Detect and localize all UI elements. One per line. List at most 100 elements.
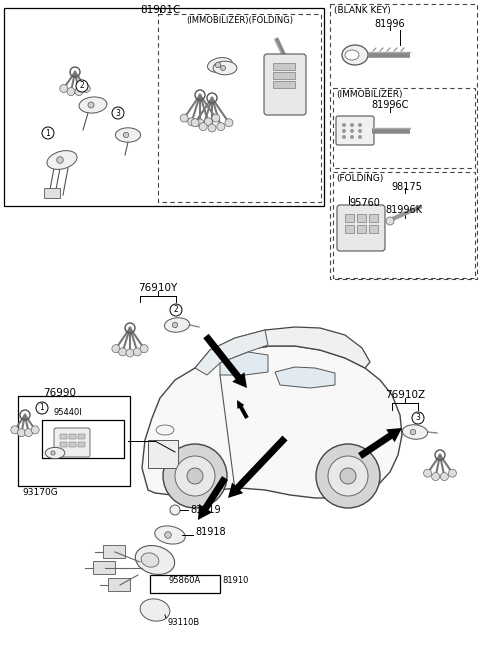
Circle shape <box>342 123 346 127</box>
Ellipse shape <box>47 151 77 169</box>
Circle shape <box>340 468 356 484</box>
Circle shape <box>112 107 124 119</box>
Text: 95860A: 95860A <box>169 576 201 585</box>
Circle shape <box>350 135 354 139</box>
Bar <box>42 420 124 458</box>
Ellipse shape <box>45 447 65 459</box>
Circle shape <box>36 402 48 414</box>
Bar <box>69 434 76 439</box>
Circle shape <box>17 428 25 437</box>
Text: (FOLDING): (FOLDING) <box>336 174 384 183</box>
Circle shape <box>212 114 220 122</box>
FancyBboxPatch shape <box>336 116 374 145</box>
Ellipse shape <box>345 50 359 60</box>
Circle shape <box>328 456 368 496</box>
Polygon shape <box>358 428 402 459</box>
Bar <box>330 4 477 279</box>
Bar <box>103 545 125 558</box>
Circle shape <box>188 117 196 126</box>
Text: 93110B: 93110B <box>168 618 200 627</box>
Ellipse shape <box>156 425 174 435</box>
Polygon shape <box>237 400 249 419</box>
Circle shape <box>126 349 134 357</box>
Bar <box>69 442 76 447</box>
Bar <box>44 188 60 198</box>
Circle shape <box>208 124 216 132</box>
Bar <box>345 214 354 222</box>
Bar <box>148 440 178 468</box>
Circle shape <box>76 80 88 92</box>
Circle shape <box>342 129 346 133</box>
Text: 81919: 81919 <box>190 505 221 515</box>
Bar <box>78 434 85 439</box>
Bar <box>93 561 115 574</box>
Bar <box>158 14 321 202</box>
Polygon shape <box>203 334 247 388</box>
Text: 81996: 81996 <box>375 19 405 29</box>
Bar <box>357 225 366 233</box>
Circle shape <box>180 114 188 122</box>
Text: 81910: 81910 <box>222 576 248 585</box>
Circle shape <box>60 85 68 92</box>
Circle shape <box>42 127 54 139</box>
Ellipse shape <box>141 553 159 567</box>
Circle shape <box>133 348 142 356</box>
Bar <box>150 575 220 593</box>
Text: (BLANK KEY): (BLANK KEY) <box>334 6 391 15</box>
Circle shape <box>204 117 212 126</box>
Circle shape <box>423 469 432 477</box>
Circle shape <box>386 217 394 225</box>
Ellipse shape <box>135 546 175 575</box>
Circle shape <box>342 135 346 139</box>
Text: 81996K: 81996K <box>385 205 422 215</box>
Text: 3: 3 <box>416 413 420 422</box>
Bar <box>273 72 295 79</box>
Circle shape <box>75 88 83 96</box>
Text: 81901C: 81901C <box>140 5 180 15</box>
Circle shape <box>163 444 227 508</box>
Bar <box>60 442 67 447</box>
Circle shape <box>119 348 127 356</box>
Text: 95760: 95760 <box>349 198 380 208</box>
Text: 76910Y: 76910Y <box>138 283 178 293</box>
Text: (IMMOBILIZER): (IMMOBILIZER) <box>336 90 403 99</box>
Circle shape <box>432 472 440 481</box>
Bar <box>357 214 366 222</box>
Circle shape <box>350 123 354 127</box>
Circle shape <box>316 444 380 508</box>
Circle shape <box>51 451 55 455</box>
Text: 81918: 81918 <box>195 527 226 537</box>
Circle shape <box>220 66 226 71</box>
Circle shape <box>440 472 448 481</box>
Circle shape <box>358 129 362 133</box>
Circle shape <box>88 102 94 108</box>
Circle shape <box>140 344 148 353</box>
Circle shape <box>165 532 171 539</box>
Circle shape <box>175 456 215 496</box>
Bar <box>108 578 130 591</box>
Ellipse shape <box>342 45 368 65</box>
Circle shape <box>448 469 456 477</box>
Circle shape <box>57 157 63 163</box>
Ellipse shape <box>165 318 190 332</box>
Polygon shape <box>228 436 288 498</box>
Bar <box>333 88 475 168</box>
Text: 3: 3 <box>116 108 120 117</box>
Polygon shape <box>195 327 370 368</box>
Circle shape <box>187 468 203 484</box>
Ellipse shape <box>140 599 170 621</box>
Circle shape <box>82 85 90 92</box>
Circle shape <box>350 129 354 133</box>
Text: 2: 2 <box>80 81 84 91</box>
Circle shape <box>199 123 207 131</box>
Ellipse shape <box>155 526 185 544</box>
Text: (IMMOBILIZER)(FOLDING): (IMMOBILIZER)(FOLDING) <box>187 16 293 25</box>
Bar <box>78 442 85 447</box>
Circle shape <box>358 123 362 127</box>
Text: 98175: 98175 <box>391 182 422 192</box>
Circle shape <box>24 428 33 437</box>
Circle shape <box>67 88 75 96</box>
Polygon shape <box>142 346 402 498</box>
Text: 95440I: 95440I <box>54 408 83 417</box>
Text: 81996C: 81996C <box>372 100 408 110</box>
